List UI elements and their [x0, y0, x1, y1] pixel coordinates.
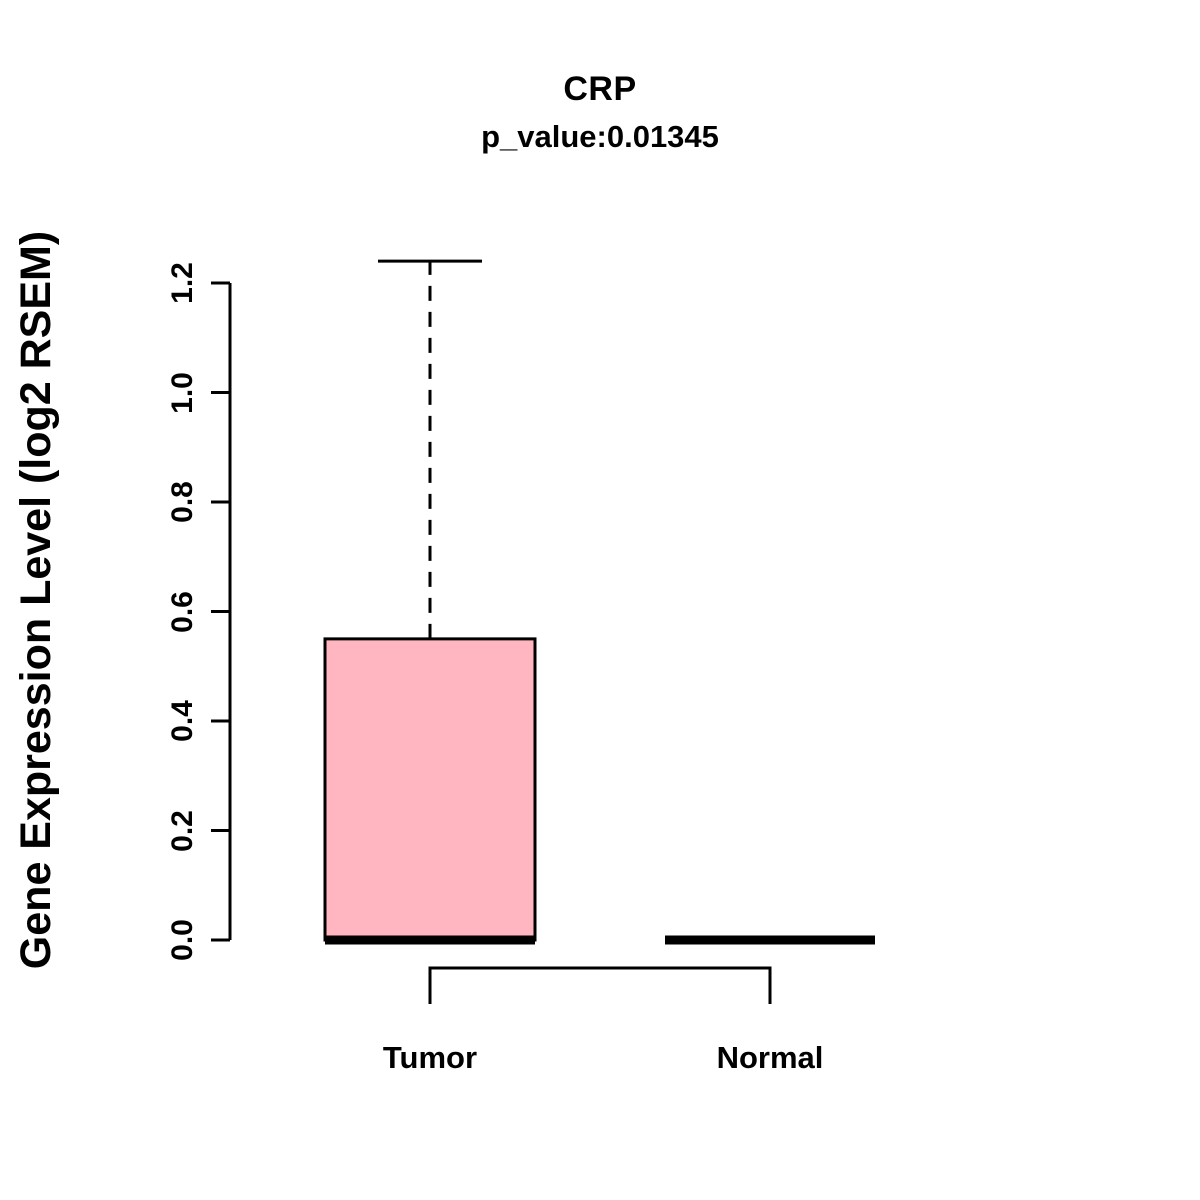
y-axis-label: Gene Expression Level (log2 RSEM) [12, 230, 60, 970]
y-tick-label: 0.6 [166, 590, 199, 633]
y-tick-label: 0.2 [166, 809, 199, 852]
x-axis-bracket [428, 966, 772, 1004]
x-category-label-tumor: Tumor [382, 1040, 478, 1075]
chart-title: CRP [563, 70, 637, 108]
x-category-label-normal: Normal [716, 1040, 824, 1075]
y-tick-label: 0.8 [166, 481, 199, 523]
y-tick-label: 1.2 [166, 262, 199, 304]
chart-subtitle-pvalue: p_value:0.01345 [481, 119, 719, 154]
y-tick-label: 0.0 [166, 919, 199, 961]
y-tick-label: 0.4 [166, 700, 199, 742]
y-tick-label: 1.0 [166, 371, 199, 414]
box-tumor [323, 637, 537, 942]
